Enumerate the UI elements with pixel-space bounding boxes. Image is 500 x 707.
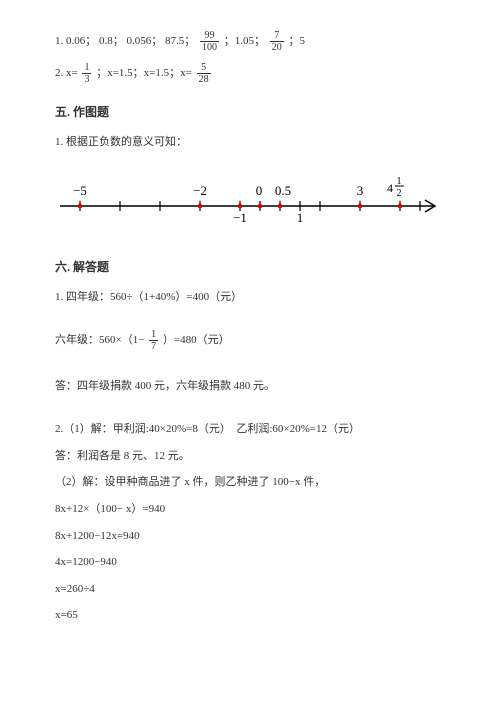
sec6-p2g: x=260÷4 [55,581,445,599]
frac-den: 100 [200,42,219,53]
sec6-p1a: 1. 四年级：560÷（1+40%）=400（元） [55,289,445,307]
sec6-p2b: 答：利润各是 8 元、12 元。 [55,448,445,466]
svg-text:1: 1 [297,210,304,225]
sec6-p2e: 8x+1200−12x=940 [55,528,445,546]
answer-line-2: 2. x= 1 3 ；x=1.5；x=1.5；x= 5 28 [55,62,445,85]
number-line-svg: −5 −2 0 0.5 3 4 1 2 −1 1 [55,170,445,240]
q1-frac2: 7 20 [270,30,284,53]
p1b-pre: 六年级：560×（1− [55,334,144,346]
q1-mid: ；1.05； [224,35,265,47]
frac-den: 3 [82,74,91,85]
svg-text:2: 2 [397,188,402,199]
svg-text:−1: −1 [233,210,247,225]
q1-i3: 87.5； [165,35,195,47]
p1b-post: ）=480（元） [163,334,230,346]
svg-text:−2: −2 [193,183,207,198]
sec6-p1ans: 答：四年级捐款 400 元，六年级捐款 480 元。 [55,378,445,396]
frac-num: 5 [197,62,211,74]
q1-prefix: 1. [55,35,63,47]
svg-text:3: 3 [357,183,364,198]
section-6-heading: 六. 解答题 [55,258,445,277]
answer-line-1: 1. 0.06； 0.8； 0.056； 87.5； 99 100 ；1.05；… [55,30,445,53]
svg-text:1: 1 [397,176,402,187]
q1-i1: 0.8； [99,35,124,47]
q2-frac2: 5 28 [197,62,211,85]
svg-text:0: 0 [256,183,263,198]
frac-num: 1 [82,62,91,74]
q2-mid1: ；x=1.5；x=1.5；x= [96,67,192,79]
q1-frac1: 99 100 [200,30,219,53]
sec6-p2h: x=65 [55,607,445,625]
q2-frac1: 1 3 [82,62,91,85]
q1-tail: ；5 [289,35,306,47]
svg-text:0.5: 0.5 [275,183,291,198]
frac-num: 99 [200,30,219,42]
q2-prefix: 2. x= [55,67,78,79]
sec6-p2a: 2.（1）解：甲利润:40×20%=8（元） 乙利润:60×20%=12（元） [55,421,445,439]
frac-den: 7 [149,341,158,352]
sec6-p1b: 六年级：560×（1− 1 7 ）=480（元） [55,329,445,352]
frac-num: 1 [149,329,158,341]
frac-den: 20 [270,42,284,53]
frac-den: 28 [197,74,211,85]
sec5-q1: 1. 根据正负数的意义可知： [55,134,445,152]
sec6-p2f: 4x=1200−940 [55,554,445,572]
sec6-p2d: 8x+12×（100− x）=940 [55,501,445,519]
sec6-p2c: （2）解：设甲种商品进了 x 件，则乙种进了 100−x 件， [55,474,445,492]
p1b-frac: 1 7 [149,329,158,352]
svg-text:−5: −5 [73,183,87,198]
section-5-heading: 五. 作图题 [55,103,445,122]
q1-i0: 0.06； [66,35,96,47]
frac-num: 7 [270,30,284,42]
svg-text:4: 4 [387,181,393,195]
number-line-figure: −5 −2 0 0.5 3 4 1 2 −1 1 [55,170,445,240]
q1-i2: 0.056； [127,35,163,47]
